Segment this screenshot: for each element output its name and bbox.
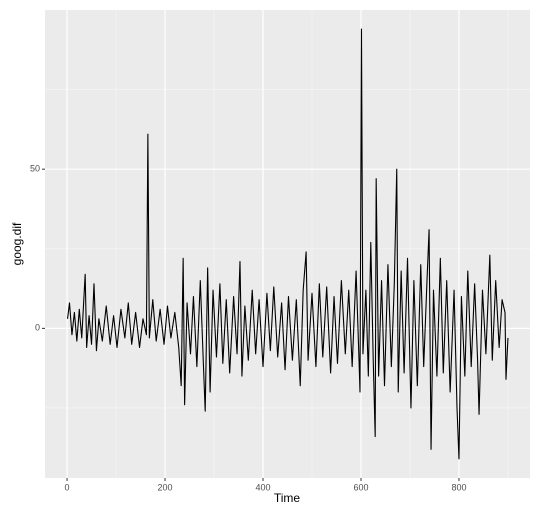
y-axis-label: goog.dif (10, 222, 24, 265)
x-tick-label: 0 (65, 482, 70, 492)
panel (45, 10, 530, 478)
x-tick-label: 200 (158, 482, 173, 492)
x-tick-label: 800 (451, 482, 466, 492)
y-tick-label: 50 (30, 164, 40, 174)
x-axis-label: Time (274, 491, 301, 505)
series-line (66, 28, 509, 460)
x-tick-label: 600 (353, 482, 368, 492)
y-tick-label: 0 (35, 323, 40, 333)
x-tick-label: 400 (255, 482, 270, 492)
